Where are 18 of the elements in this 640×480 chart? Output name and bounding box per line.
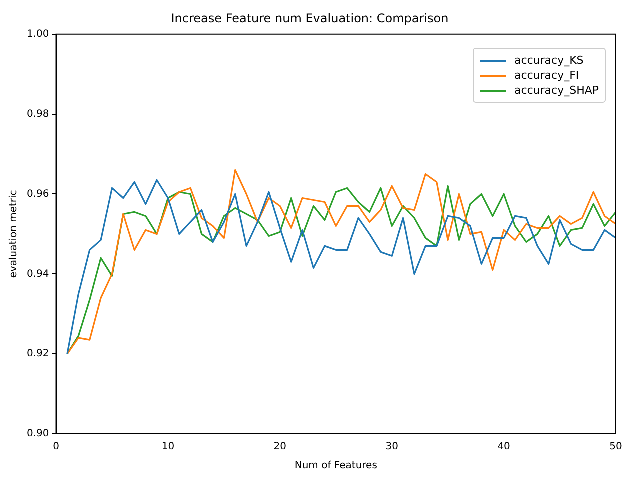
y-tick-label: 0.92 xyxy=(27,348,50,360)
x-tick-label: 30 xyxy=(386,442,398,453)
legend-label: accuracy_KS xyxy=(514,54,584,67)
y-tick-label: 0.94 xyxy=(27,268,50,280)
y-tick-label: 1.00 xyxy=(27,28,50,40)
y-tick-label: 0.96 xyxy=(27,188,50,200)
x-tick-label: 50 xyxy=(610,442,622,453)
y-axis-title: evaluation metric xyxy=(8,190,20,278)
x-axis-title: Num of Features xyxy=(294,460,378,472)
x-tick-label: 0 xyxy=(53,442,60,453)
x-tick-label: 40 xyxy=(498,442,510,453)
x-tick-label: 10 xyxy=(162,442,175,453)
x-tick-label: 20 xyxy=(274,442,287,453)
y-tick-label: 0.98 xyxy=(27,108,50,120)
legend-label: accuracy_FI xyxy=(514,69,580,82)
legend-label: accuracy_SHAP xyxy=(514,84,599,97)
chart-title: Increase Feature num Evaluation: Comparison xyxy=(171,11,449,26)
y-tick-label: 0.90 xyxy=(27,428,50,440)
